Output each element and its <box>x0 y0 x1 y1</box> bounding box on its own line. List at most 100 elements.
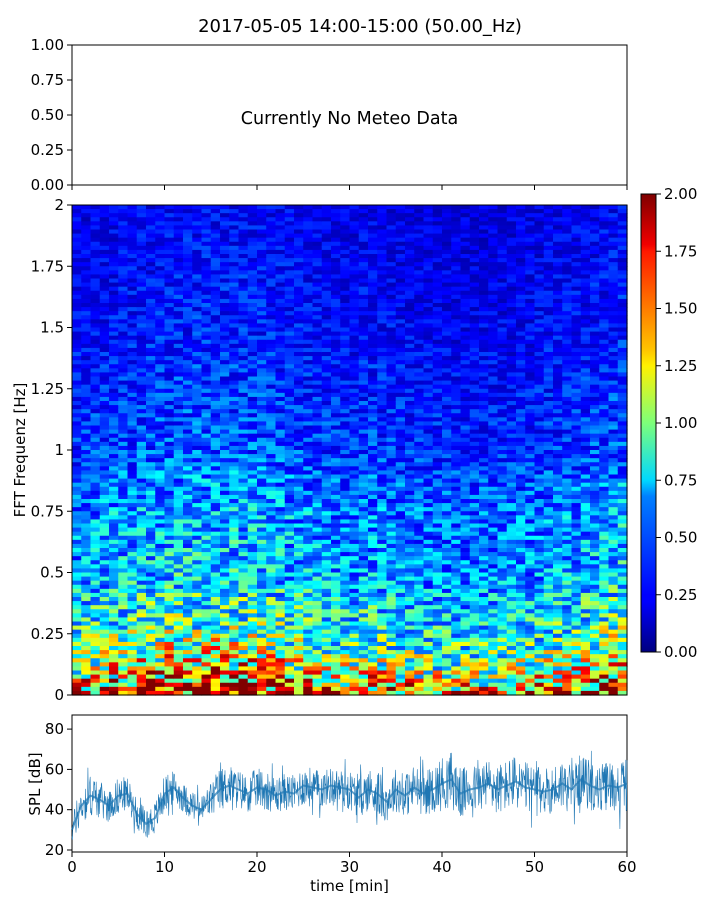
spectrogram-cell <box>303 503 314 508</box>
spectrogram-cell <box>99 686 110 692</box>
spectrogram-cell <box>238 368 249 374</box>
spectrogram-cell <box>386 339 397 345</box>
spectrogram-cell <box>90 425 101 431</box>
spectrogram-cell <box>414 641 425 647</box>
spectrogram-cell <box>331 450 341 455</box>
spectrogram-cell <box>183 515 193 521</box>
spectrogram-cell <box>377 356 388 361</box>
spectrogram-cell <box>377 286 388 292</box>
spectrogram-cell <box>183 347 193 353</box>
spectrogram-cell <box>99 445 110 451</box>
spectrogram-cell <box>81 380 92 386</box>
spectrogram-cell <box>294 433 304 439</box>
spectrogram-cell <box>294 376 304 382</box>
spectrogram-cell <box>349 613 360 619</box>
spectrogram-cell <box>414 535 425 541</box>
spectrogram-cell <box>303 601 314 606</box>
spectrogram-cell <box>210 241 221 247</box>
spectrogram-cell <box>275 445 286 451</box>
spectrogram-cell <box>266 229 277 235</box>
spectrogram-cell <box>321 629 332 635</box>
spectrogram-cell <box>164 658 175 663</box>
spectrogram-cell <box>451 266 462 271</box>
spectrogram-cell <box>405 364 415 369</box>
spectrogram-cell <box>257 633 267 639</box>
spectrogram-cell <box>146 376 156 382</box>
spectrogram-cell <box>72 535 82 541</box>
spectrogram-cell <box>266 662 277 668</box>
spectrogram-cell <box>386 417 397 423</box>
spectrogram-cell <box>81 429 92 435</box>
spectrogram-cell <box>192 531 203 537</box>
spectrogram-cell <box>173 646 184 651</box>
spectrogram-cell <box>423 560 434 565</box>
spectrogram-cell <box>155 335 166 341</box>
spectrogram-cell <box>127 621 138 627</box>
spectrogram-cell <box>442 225 452 231</box>
spectrogram-cell <box>155 658 166 663</box>
spectrogram-cell <box>358 633 369 639</box>
spectrogram-cell <box>405 462 415 467</box>
spectrogram-cell <box>266 494 277 500</box>
spectrogram-cell <box>340 556 351 561</box>
spectrogram-cell <box>90 658 101 663</box>
spectrogram-cell <box>442 462 452 467</box>
spectrogram-cell <box>266 482 277 488</box>
spectrogram-cell <box>238 282 249 288</box>
spectrogram-cell <box>284 682 295 688</box>
spectrogram-cell <box>386 466 397 472</box>
spectrogram-cell <box>386 625 397 631</box>
spectrogram-cell <box>109 298 119 304</box>
spectrogram-cell <box>192 278 203 284</box>
spectrogram-cell <box>368 311 378 316</box>
spectrogram-cell <box>423 527 434 533</box>
spectrogram-cell <box>321 225 332 231</box>
spectrogram-cell <box>358 352 369 357</box>
spectrogram-cell <box>368 270 378 276</box>
spectrogram-cell <box>368 548 378 553</box>
spectrogram-cell <box>155 556 166 561</box>
spectrogram-cell <box>405 560 415 565</box>
spectrogram-cell <box>349 445 360 451</box>
spectrogram-cell <box>229 237 240 243</box>
spectrogram-cell <box>377 278 388 284</box>
spectrogram-cell <box>368 384 378 390</box>
spectrogram-cell <box>275 601 286 606</box>
spectrogram-cell <box>312 556 323 561</box>
spectrogram-cell <box>90 580 101 586</box>
spectrogram-cell <box>201 507 212 512</box>
spectrogram-cell <box>210 552 221 557</box>
spectrogram-cell <box>247 690 258 696</box>
spectrogram-cell <box>201 690 212 696</box>
spectrogram-cell <box>442 490 452 496</box>
spectrogram-cell <box>340 311 351 316</box>
spectrogram-cell <box>414 601 425 606</box>
spectrogram-cell <box>340 678 351 684</box>
spectrogram-cell <box>349 380 360 386</box>
spectrogram-cell <box>220 576 230 582</box>
spectrogram-cell <box>321 548 332 553</box>
spectrogram-cell <box>257 654 267 659</box>
spectrogram-cell <box>266 441 277 447</box>
spectrogram-cell <box>109 278 119 284</box>
spectrogram-cell <box>432 580 443 586</box>
spectrogram-cell <box>377 678 388 684</box>
spectrogram-cell <box>90 331 101 337</box>
spectrogram-cell <box>257 335 267 341</box>
spectrogram-cell <box>118 445 129 451</box>
spectrogram-cell <box>414 466 425 472</box>
spectrogram-cell <box>72 254 82 259</box>
spectrogram-cell <box>294 601 304 606</box>
spectrogram-cell <box>358 450 369 455</box>
spectrogram-cell <box>136 527 147 533</box>
spectrogram-cell <box>72 682 82 688</box>
spectrogram-cell <box>275 405 286 410</box>
spectrogram-cell <box>266 413 277 418</box>
spectrogram-cell <box>331 286 341 292</box>
spectrogram-cell <box>414 413 425 418</box>
spectrogram-cell <box>155 527 166 533</box>
spectrogram-cell <box>312 617 323 623</box>
spectrogram-cell <box>303 482 314 488</box>
spectrogram-cell <box>164 254 175 259</box>
spectrogram-cell <box>192 388 203 394</box>
